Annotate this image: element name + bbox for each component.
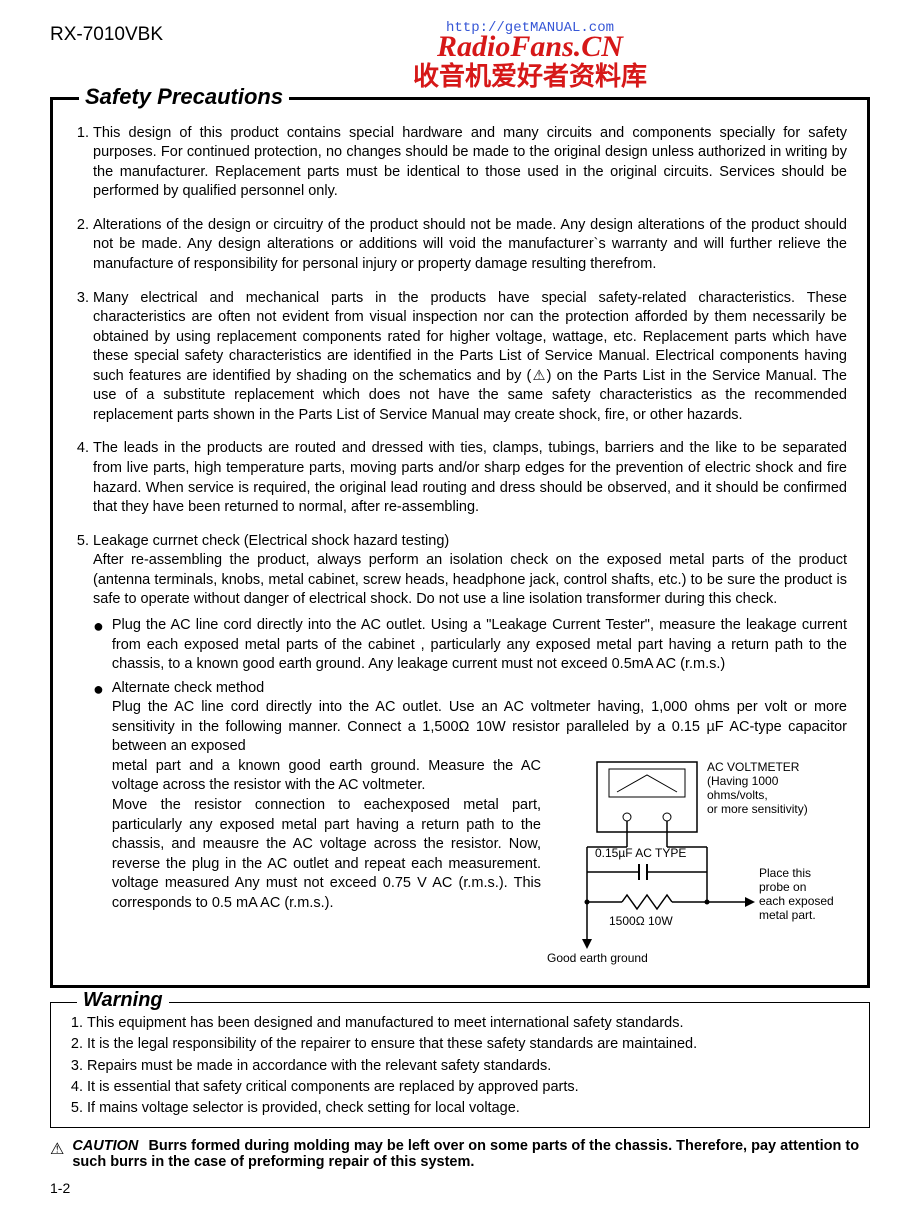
bullet2-body2: metal part and a known good earth ground… bbox=[112, 757, 547, 914]
bullet-item: ● Alternate check method Plug the AC lin… bbox=[93, 679, 847, 967]
bullet-text: Plug the AC line cord directly into the … bbox=[112, 616, 847, 675]
watermark: http://getMANUAL.com RadioFans.CN 收音机爱好者… bbox=[190, 20, 870, 91]
warning-item: This equipment has been designed and man… bbox=[87, 1013, 853, 1033]
safety-precautions-box: Safety Precautions This design of this p… bbox=[50, 97, 870, 988]
circuit-svg: AC VOLTMETER (Having 1000 ohms/volts, or… bbox=[547, 757, 847, 967]
caution-row: ⚠ CAUTION Burrs formed during molding ma… bbox=[50, 1138, 870, 1170]
svg-text:Place this: Place this bbox=[759, 866, 811, 880]
item5-body: After re-assembling the product, always … bbox=[93, 552, 847, 607]
svg-text:AC VOLTMETER: AC VOLTMETER bbox=[707, 760, 800, 774]
bullet-dot-icon: ● bbox=[93, 680, 104, 967]
svg-text:(Having 1000: (Having 1000 bbox=[707, 774, 779, 788]
safety-item: Many electrical and mechanical parts in … bbox=[93, 289, 847, 426]
safety-list: This design of this product contains spe… bbox=[73, 124, 847, 967]
warning-item: If mains voltage selector is provided, c… bbox=[87, 1098, 853, 1118]
safety-item: Leakage currnet check (Electrical shock … bbox=[93, 532, 847, 967]
caution-text: Burrs formed during molding may be left … bbox=[72, 1138, 859, 1170]
item5-head: Leakage currnet check (Electrical shock … bbox=[93, 533, 449, 549]
safety-item: This design of this product contains spe… bbox=[93, 124, 847, 202]
svg-text:0.15µF AC TYPE: 0.15µF AC TYPE bbox=[595, 846, 686, 860]
svg-text:Good earth ground: Good earth ground bbox=[547, 951, 648, 965]
svg-text:each exposed: each exposed bbox=[759, 894, 834, 908]
page-number: 1-2 bbox=[50, 1180, 870, 1196]
warning-item: It is the legal responsibility of the re… bbox=[87, 1034, 853, 1054]
model-number: RX-7010VBK bbox=[50, 24, 163, 46]
safety-item: Alterations of the design or circuitry o… bbox=[93, 216, 847, 275]
caution-label: CAUTION bbox=[72, 1138, 138, 1154]
safety-title: Safety Precautions bbox=[79, 84, 289, 110]
watermark-brand: RadioFans.CN bbox=[190, 32, 870, 62]
bullet2-body1: Plug the AC line cord directly into the … bbox=[112, 699, 847, 754]
bullet-dot-icon: ● bbox=[93, 617, 104, 675]
warning-title: Warning bbox=[77, 989, 169, 1012]
svg-text:or more sensitivity): or more sensitivity) bbox=[707, 802, 808, 816]
safety-item: The leads in the products are routed and… bbox=[93, 439, 847, 517]
bullet2-head: Alternate check method bbox=[112, 680, 264, 696]
svg-text:probe on: probe on bbox=[759, 880, 806, 894]
warning-item: Repairs must be made in accordance with … bbox=[87, 1056, 853, 1076]
warning-item: It is essential that safety critical com… bbox=[87, 1077, 853, 1097]
svg-text:ohms/volts,: ohms/volts, bbox=[707, 788, 768, 802]
warning-triangle-icon: ⚠ bbox=[50, 1139, 64, 1170]
warning-box: Warning This equipment has been designed… bbox=[50, 1002, 870, 1128]
svg-text:1500Ω 10W: 1500Ω 10W bbox=[609, 914, 673, 928]
warning-list: This equipment has been designed and man… bbox=[67, 1013, 853, 1118]
watermark-cn: 收音机爱好者资料库 bbox=[190, 62, 870, 91]
bullet-item: ● Plug the AC line cord directly into th… bbox=[93, 616, 847, 675]
svg-text:metal part.: metal part. bbox=[759, 908, 816, 922]
circuit-diagram: AC VOLTMETER (Having 1000 ohms/volts, or… bbox=[547, 757, 847, 967]
